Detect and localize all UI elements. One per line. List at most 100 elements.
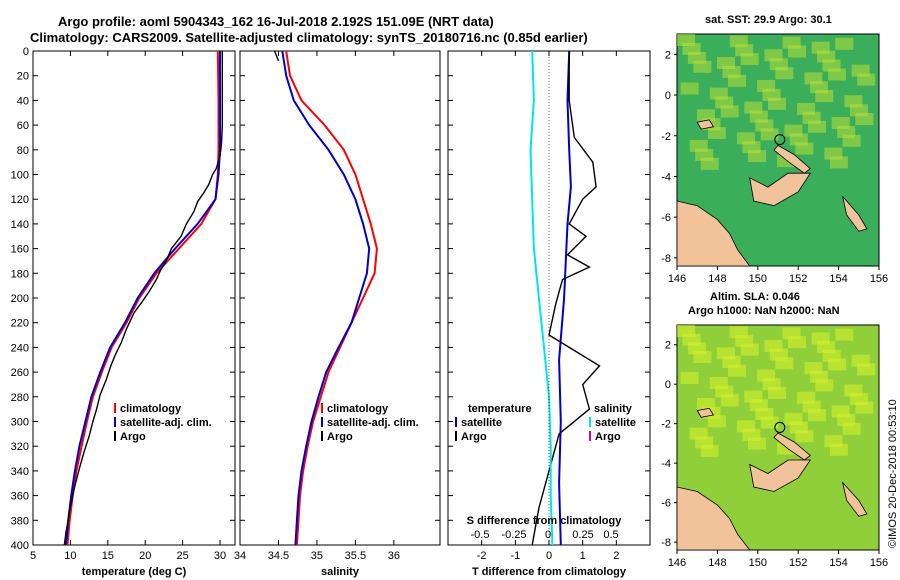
land-bougainville — [842, 196, 868, 232]
map-field-cell — [693, 351, 712, 363]
map-y-tick-label: 0 — [665, 379, 671, 391]
series-line-satellite-adj-clim- — [64, 51, 221, 546]
map-field-cell — [829, 443, 848, 456]
argo-location-marker — [774, 421, 786, 433]
argo-location-marker — [774, 134, 786, 146]
map-field-cell — [795, 430, 814, 443]
map-y-tick-label: -4 — [661, 171, 671, 183]
legend-entry: satellite-adj. clim. — [327, 417, 419, 429]
series-line-s-satellite — [529, 50, 554, 546]
land-bougainville — [841, 481, 868, 517]
map-field-cell — [788, 45, 806, 58]
map-x-tick-label: 148 — [708, 273, 726, 285]
map-field-cell — [828, 68, 847, 81]
map-field-cell — [760, 416, 779, 429]
map-field-cell — [680, 372, 699, 384]
map-y-tick-label: -8 — [661, 253, 671, 265]
map-field-cell — [795, 142, 814, 155]
series-line-argo — [273, 50, 280, 62]
x-tick-label: 35.5 — [345, 550, 366, 562]
depth-tick-label: 280 — [11, 392, 29, 404]
x-tick-label: 35 — [311, 550, 323, 562]
top-tick-label: 0.5 — [603, 529, 618, 541]
map-y-tick-label: -8 — [661, 537, 671, 549]
legend-entry: climatology — [327, 403, 389, 415]
x-tick-label: 10 — [64, 550, 76, 562]
top-tick-label: -0.5 — [471, 529, 490, 541]
map-field-cell — [769, 58, 788, 71]
legend-entry: temperature — [468, 403, 532, 415]
x-tick-label: 34 — [234, 550, 246, 562]
legend-entry: Argo — [327, 431, 353, 443]
map-x-tick-label: 150 — [749, 273, 767, 285]
depth-tick-label: 20 — [17, 71, 29, 83]
map-field-cell — [760, 128, 779, 141]
map-field-cell — [740, 53, 759, 66]
map-field-cell — [835, 37, 854, 50]
map-field-cell — [788, 336, 806, 349]
x-tick-label: 0 — [546, 550, 552, 562]
land-new-ireland — [773, 144, 811, 174]
map-field-cell — [700, 445, 719, 457]
map-field-cell — [829, 156, 848, 169]
x-tick-label: 2 — [613, 550, 619, 562]
map-x-tick-label: 148 — [708, 557, 726, 569]
depth-tick-label: 60 — [17, 120, 29, 132]
sla-map-caption-1: Altim. SLA: 0.046 — [710, 291, 800, 303]
map-field-cell — [728, 74, 746, 87]
land-new-britain — [749, 459, 812, 492]
depth-tick-label: 180 — [11, 268, 29, 280]
x-axis-label: salinity — [321, 566, 360, 578]
x-tick-label: 1 — [580, 550, 586, 562]
depth-tick-label: 300 — [11, 417, 29, 429]
sst-map-caption: sat. SST: 29.9 Argo: 30.1 — [705, 14, 832, 26]
map-field-cell — [775, 67, 794, 80]
panel-frame-0 — [32, 50, 236, 546]
land-manus — [696, 119, 715, 130]
map-y-tick-label: -2 — [661, 419, 671, 431]
legend-entry: satellite — [461, 417, 502, 429]
map-y-tick-label: -6 — [661, 498, 671, 510]
map-x-tick-label: 154 — [829, 273, 847, 285]
map-field-cell — [815, 90, 834, 103]
legend-entry: satellite — [595, 417, 636, 429]
map-field-cell — [842, 134, 861, 147]
map-x-tick-label: 152 — [789, 557, 807, 569]
legend-entry: Argo — [595, 431, 621, 443]
depth-tick-label: 340 — [11, 466, 29, 478]
x-tick-label: 25 — [177, 550, 189, 562]
depth-tick-label: 140 — [11, 219, 29, 231]
map-field-cell — [748, 437, 766, 450]
map-field-cell — [720, 105, 739, 118]
map-y-tick-label: 2 — [665, 340, 671, 352]
panel-frame-1 — [239, 50, 441, 546]
depth-tick-label: 360 — [11, 491, 29, 503]
depth-tick-label: 100 — [11, 170, 29, 182]
map-field-cell — [835, 328, 854, 341]
map-field-cell — [700, 157, 719, 170]
map-x-tick-label: 152 — [789, 273, 807, 285]
depth-tick-label: 80 — [17, 145, 29, 157]
map-field-cell — [748, 150, 766, 163]
x-tick-label: 15 — [102, 550, 114, 562]
map-x-tick-label: 154 — [829, 557, 847, 569]
x-tick-label: 36 — [388, 550, 400, 562]
sla-map-caption-2: Argo h1000: NaN h2000: NaN — [688, 305, 840, 317]
map-field-cell — [693, 60, 712, 73]
x-axis-label: T difference from climatology — [472, 566, 627, 578]
land-new-guinea — [676, 486, 751, 551]
title-line-1: Argo profile: aoml 5904343_162 16-Jul-20… — [58, 14, 494, 29]
map-field-cell — [855, 113, 874, 126]
map-field-cell — [775, 357, 794, 370]
depth-tick-label: 40 — [17, 95, 29, 107]
map-field-cell — [740, 343, 759, 356]
top-tick-label: -0.25 — [501, 529, 526, 541]
map-x-tick-label: 156 — [870, 557, 888, 569]
series-line-t-argo — [531, 51, 601, 546]
top-tick-label: 0 — [545, 529, 551, 541]
depth-tick-label: 260 — [11, 367, 29, 379]
map-field-cell — [728, 364, 746, 377]
x-tick-label: -1 — [510, 550, 520, 562]
map-field-cell — [815, 379, 834, 392]
